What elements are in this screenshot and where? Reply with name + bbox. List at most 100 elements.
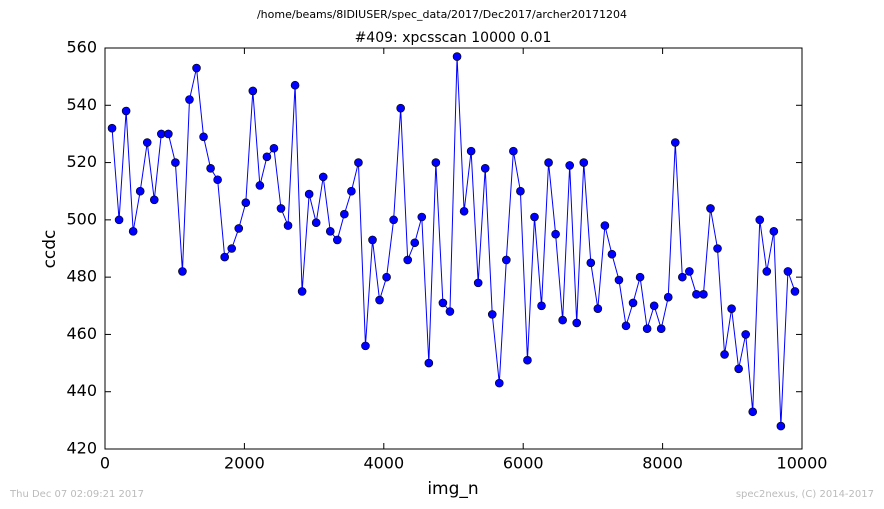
data-point	[783, 267, 793, 276]
y-tick-label: 500	[66, 209, 97, 228]
x-tick-label: 4000	[363, 454, 404, 473]
data-point	[509, 146, 518, 156]
data-point	[424, 358, 434, 368]
data-point	[572, 318, 582, 328]
data-point	[459, 206, 469, 216]
data-point	[340, 209, 349, 219]
data-point	[466, 146, 476, 156]
data-point	[333, 235, 342, 245]
data-point	[121, 106, 131, 116]
data-point	[396, 103, 405, 113]
data-point	[149, 195, 159, 205]
data-point	[741, 330, 750, 339]
data-point	[220, 252, 229, 262]
y-tick-label: 420	[66, 439, 97, 458]
data-point	[480, 164, 490, 173]
data-point	[213, 175, 222, 185]
data-point	[171, 158, 180, 167]
plot-frame	[104, 47, 803, 450]
data-point	[523, 355, 532, 365]
data-point	[607, 249, 617, 259]
data-point	[403, 255, 413, 265]
data-point	[445, 307, 455, 316]
data-point	[255, 181, 265, 190]
data-point	[713, 244, 722, 253]
x-tick-label: 2000	[224, 454, 265, 473]
series	[107, 52, 800, 431]
data-point	[727, 304, 736, 313]
data-point	[283, 221, 293, 230]
data-point	[227, 244, 237, 253]
data-point	[178, 267, 187, 276]
data-point	[720, 350, 729, 359]
data-point	[762, 267, 772, 276]
data-point	[262, 152, 272, 162]
data-point	[621, 321, 631, 331]
data-point	[776, 421, 786, 431]
data-point	[142, 138, 152, 147]
y-tick-label: 520	[66, 152, 97, 171]
x-tick-label: 0	[100, 454, 110, 473]
data-point	[635, 272, 645, 282]
data-point	[769, 227, 779, 236]
data-point	[276, 204, 286, 213]
data-point	[452, 52, 462, 61]
timestamp: Thu Dec 07 02:09:21 2017	[9, 489, 144, 500]
data-point	[290, 80, 300, 90]
data-point	[614, 275, 624, 285]
data-point	[649, 301, 659, 311]
data-point	[502, 255, 511, 265]
x-tick-label: 6000	[503, 454, 544, 473]
chart-title: #409: xpcsscan 10000 0.01	[355, 30, 552, 46]
data-point	[642, 324, 652, 334]
data-point	[551, 229, 560, 239]
data-point	[347, 186, 356, 196]
data-point	[579, 158, 589, 167]
data-point	[790, 287, 800, 296]
data-point	[114, 215, 124, 225]
data-point	[678, 272, 687, 282]
data-point	[438, 298, 448, 308]
data-point	[755, 215, 765, 225]
data-point	[544, 158, 553, 167]
y-tick-label: 460	[66, 324, 97, 343]
data-point	[234, 224, 244, 233]
data-point	[389, 215, 398, 225]
x-axis-label: img_n	[427, 479, 478, 499]
data-point	[410, 238, 420, 248]
data-point	[354, 158, 363, 167]
data-point	[206, 164, 215, 173]
data-point	[241, 198, 251, 207]
suptitle: /home/beams/8IDIUSER/spec_data/2017/Dec2…	[257, 8, 627, 21]
data-point	[494, 378, 504, 388]
data-point	[375, 295, 384, 305]
credit: spec2nexus, (C) 2014-2017	[736, 489, 874, 500]
data-point	[269, 143, 279, 153]
data-point	[199, 132, 208, 142]
x-tick-label: 8000	[642, 454, 683, 473]
data-point	[304, 189, 314, 199]
data-point	[382, 272, 391, 282]
data-point	[128, 227, 138, 236]
data-point	[593, 304, 603, 313]
data-point	[361, 341, 370, 351]
data-point	[311, 218, 321, 228]
y-tick-label: 540	[66, 95, 97, 114]
data-point	[248, 86, 258, 96]
y-tick-label: 560	[66, 38, 97, 57]
data-point	[656, 324, 666, 334]
y-axis-label: ccdc	[40, 230, 60, 269]
data-point	[368, 235, 377, 245]
y-tick-label: 480	[66, 267, 97, 286]
data-point	[530, 212, 539, 222]
data-point	[734, 364, 743, 374]
data-point	[706, 204, 715, 213]
data-point	[318, 172, 328, 182]
data-point	[600, 221, 610, 230]
y-tick-label: 440	[66, 381, 97, 400]
data-point	[297, 287, 307, 296]
data-point	[135, 186, 145, 196]
data-point	[516, 186, 525, 196]
x-tick-label: 10000	[777, 454, 828, 473]
